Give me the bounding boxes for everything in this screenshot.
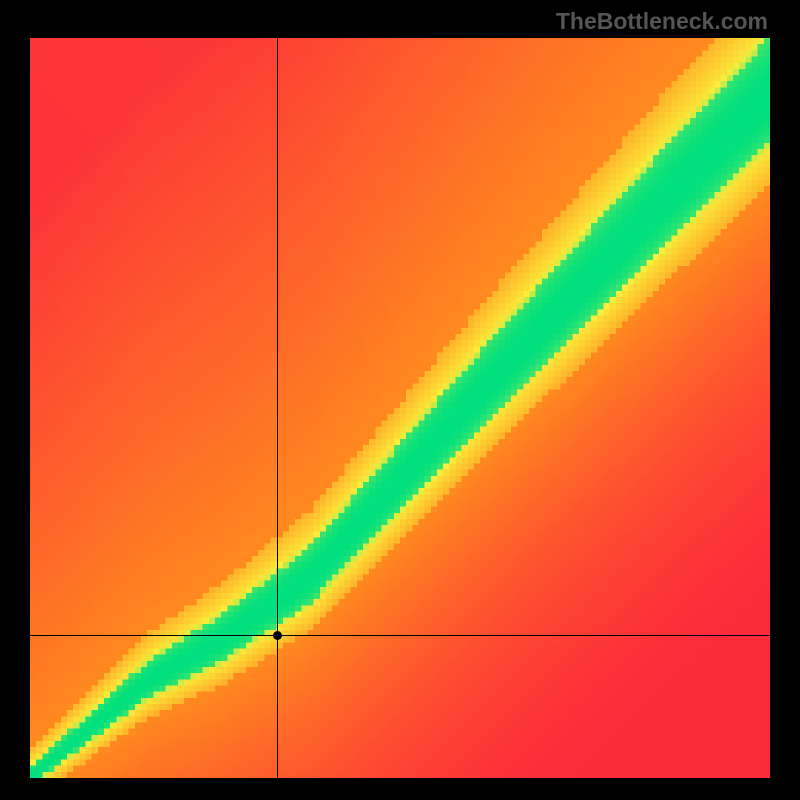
plot-area xyxy=(30,38,770,778)
chart-container: { "watermark": { "text": "TheBottleneck.… xyxy=(0,0,800,800)
watermark-text: TheBottleneck.com xyxy=(556,8,768,35)
crosshair-vertical xyxy=(277,38,278,778)
crosshair-horizontal xyxy=(30,635,770,636)
heatmap-canvas xyxy=(30,38,770,778)
